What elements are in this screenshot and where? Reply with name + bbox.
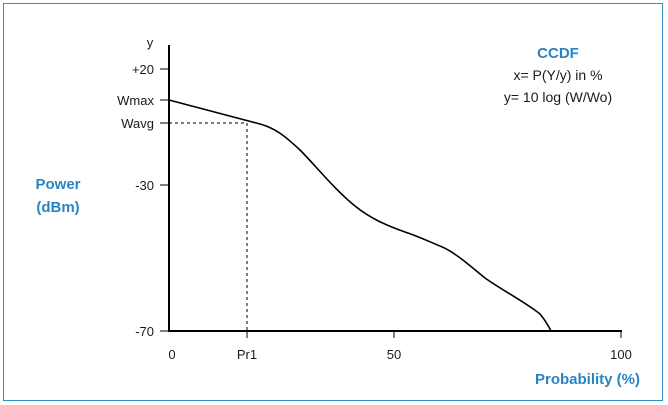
y-axis-title-line2: (dBm) bbox=[36, 199, 79, 216]
x-tick-label-100: 100 bbox=[610, 347, 632, 362]
x-tick-label-0: 0 bbox=[168, 347, 175, 362]
ccdf-title: CCDF bbox=[537, 45, 579, 62]
diagram-frame bbox=[3, 3, 663, 401]
definition-y: y= 10 log (W/Wo) bbox=[504, 89, 612, 105]
y-tick-label-wavg: Wavg bbox=[121, 116, 154, 131]
ccdf-curve bbox=[168, 99, 552, 332]
y-axis-title-line1: Power bbox=[35, 176, 80, 193]
y-tick-label-minus70: -70 bbox=[135, 324, 154, 339]
x-tick-label-pr1: Pr1 bbox=[237, 347, 257, 362]
x-tick-label-50: 50 bbox=[387, 347, 401, 362]
y-tick-label-wmax: Wmax bbox=[117, 93, 154, 108]
definition-x: x= P(Y/y) in % bbox=[513, 67, 602, 83]
x-axis-title: Probability (%) bbox=[535, 371, 640, 388]
y-axis-symbol: y bbox=[147, 35, 154, 50]
y-tick-label-plus20: +20 bbox=[132, 62, 154, 77]
y-tick-label-minus30: -30 bbox=[135, 178, 154, 193]
